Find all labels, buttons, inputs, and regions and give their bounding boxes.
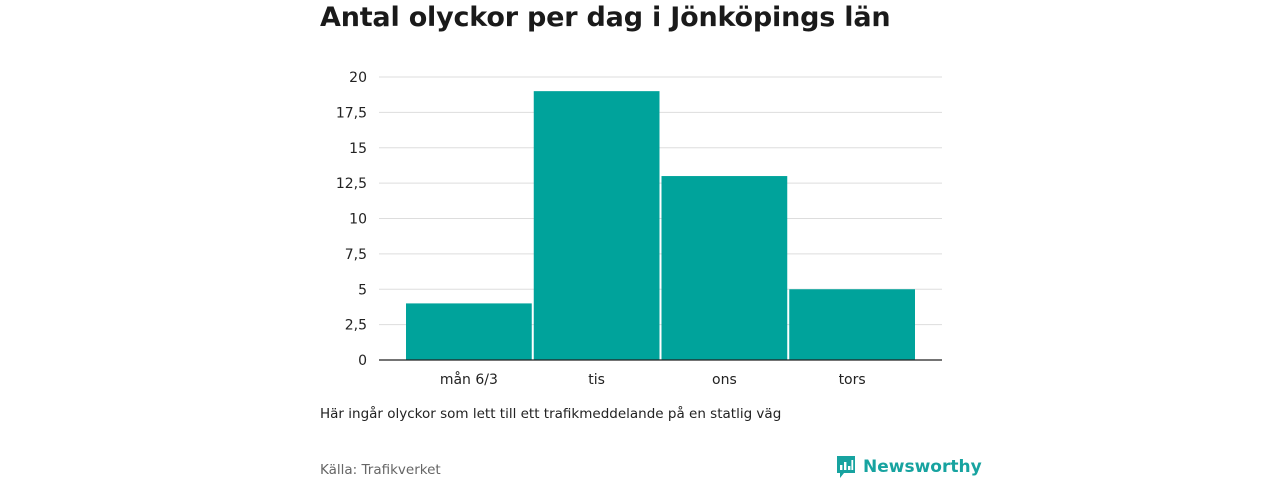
y-tick-label: 17,5 (336, 105, 367, 121)
chart-note: Här ingår olyckor som lett till ett traf… (320, 406, 782, 422)
chart-title: Antal olyckor per dag i Jönköpings län (320, 2, 891, 33)
y-tick-label: 0 (358, 353, 367, 369)
y-tick-label: 2,5 (345, 318, 367, 334)
bar (661, 176, 788, 360)
x-tick-label: tors (839, 372, 866, 388)
brand-name: Newsworthy (863, 457, 982, 477)
y-tick-label: 12,5 (336, 176, 367, 192)
x-tick-label: tis (588, 372, 605, 388)
bar (789, 289, 915, 360)
bar (533, 91, 660, 361)
y-axis-ticks: 0 2,5 5 7,5 10 12,5 15 17,5 20 (336, 70, 367, 369)
bar (406, 303, 532, 360)
bars (406, 91, 915, 361)
y-tick-label: 5 (358, 282, 367, 298)
x-tick-label: ons (712, 372, 737, 388)
newsworthy-logo-icon (837, 456, 855, 478)
y-tick-label: 10 (349, 212, 367, 228)
x-tick-label: mån 6/3 (440, 371, 498, 388)
y-tick-label: 20 (349, 70, 367, 86)
gridlines (379, 76, 942, 326)
y-tick-label: 7,5 (345, 247, 367, 263)
brand-logo[interactable]: Newsworthy (835, 454, 982, 480)
y-tick-label: 15 (349, 141, 367, 157)
bar-chart: 0 2,5 5 7,5 10 12,5 15 17,5 20 mån 6/3 tis ons tors (336, 70, 942, 388)
x-axis-ticks: mån 6/3 tis ons tors (440, 371, 866, 388)
chart-source: Källa: Trafikverket (320, 462, 441, 478)
